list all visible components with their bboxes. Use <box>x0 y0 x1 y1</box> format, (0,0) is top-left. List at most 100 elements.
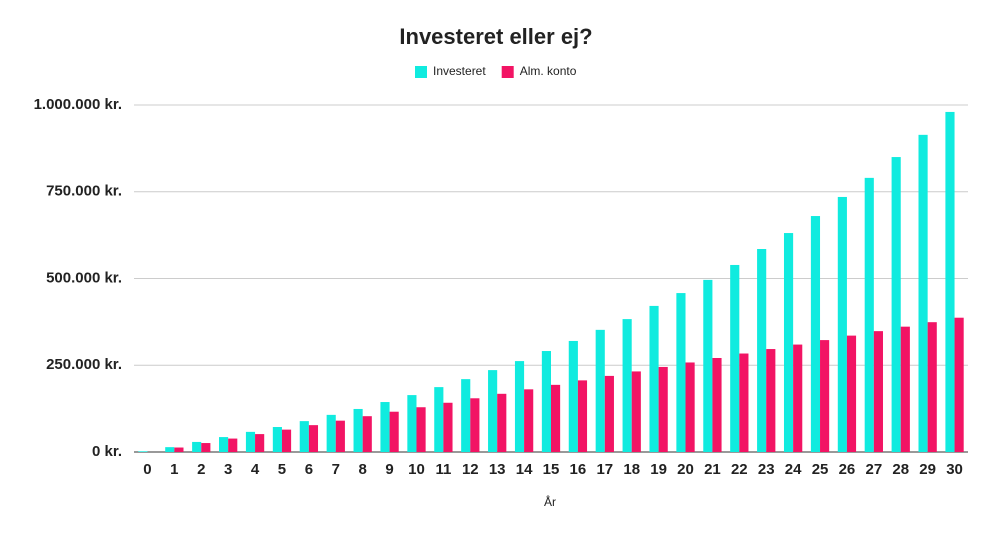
bar <box>864 177 874 452</box>
x-tick-label: 15 <box>543 461 560 478</box>
x-tick-label: 14 <box>516 461 533 478</box>
bar <box>793 344 803 452</box>
bar <box>272 427 282 452</box>
bar <box>281 429 292 452</box>
bar <box>676 293 686 452</box>
x-tick-label: 21 <box>704 461 721 478</box>
legend-swatch <box>415 66 427 78</box>
bar <box>443 402 453 452</box>
x-tick-label: 25 <box>812 461 829 478</box>
bar <box>766 349 776 452</box>
x-tick-label: 0 <box>143 461 151 478</box>
y-tick-label: 0 kr. <box>92 443 122 460</box>
bar <box>846 335 857 452</box>
bar <box>712 357 722 452</box>
bar <box>470 398 480 452</box>
x-tick-label: 22 <box>731 461 748 478</box>
bar <box>541 351 551 452</box>
y-tick-label: 250.000 kr. <box>46 356 122 373</box>
bar <box>308 425 319 452</box>
x-tick-label: 29 <box>919 461 936 478</box>
x-tick-label: 19 <box>650 461 667 478</box>
bar <box>192 441 202 452</box>
x-tick-label: 9 <box>385 461 393 478</box>
bar <box>488 370 498 452</box>
bar <box>326 414 336 452</box>
bar <box>461 379 471 452</box>
bar <box>380 402 390 452</box>
bar <box>739 353 749 452</box>
bar <box>335 420 345 452</box>
bar <box>900 326 910 452</box>
bar <box>389 411 399 452</box>
bar <box>837 196 847 452</box>
y-tick-label: 1.000.000 kr. <box>34 96 122 113</box>
x-tick-label: 8 <box>359 461 367 478</box>
x-tick-label: 1 <box>170 461 178 478</box>
y-tick-label: 500.000 kr. <box>46 269 122 286</box>
bar <box>416 407 426 452</box>
bar <box>138 451 148 452</box>
x-tick-label: 7 <box>332 461 340 478</box>
x-tick-label: 5 <box>278 461 286 478</box>
legend-swatch <box>501 66 514 78</box>
x-tick-label: 11 <box>435 461 451 478</box>
bar <box>631 371 641 452</box>
bar <box>649 305 659 452</box>
x-tick-label: 28 <box>892 461 909 478</box>
x-tick-label: 26 <box>839 461 856 478</box>
bar <box>577 380 588 452</box>
x-tick-label: 27 <box>865 461 882 478</box>
bar <box>820 340 830 452</box>
bar <box>551 384 561 452</box>
bar <box>165 447 175 452</box>
bar <box>954 317 964 452</box>
bar <box>255 434 265 452</box>
bar <box>873 331 883 452</box>
x-tick-label: 3 <box>224 461 232 478</box>
x-tick-label: 30 <box>946 461 963 478</box>
x-tick-label: 6 <box>305 461 313 478</box>
bar <box>219 437 229 452</box>
bar <box>658 366 668 452</box>
bar <box>407 395 417 452</box>
bar <box>604 375 614 452</box>
bar <box>568 340 578 452</box>
x-tick-label: 2 <box>197 461 205 478</box>
x-tick-label: 17 <box>596 461 613 478</box>
bar <box>622 319 632 452</box>
x-axis-title: År <box>544 494 556 509</box>
x-tick-label: 10 <box>408 461 425 478</box>
bar <box>730 264 740 452</box>
x-tick-label: 16 <box>570 461 587 478</box>
x-tick-label: 24 <box>785 461 802 478</box>
bar <box>891 157 901 453</box>
bar <box>228 438 238 452</box>
x-tick-label: 18 <box>623 461 640 478</box>
bar <box>757 249 767 452</box>
legend-label: Alm. konto <box>520 64 577 78</box>
bar <box>497 393 507 452</box>
bar <box>434 387 444 452</box>
bar <box>595 329 605 452</box>
x-tick-label: 20 <box>677 461 694 478</box>
bar <box>299 421 309 452</box>
bar <box>945 111 955 452</box>
bar <box>245 431 256 452</box>
bar <box>524 389 534 452</box>
bar <box>353 408 363 452</box>
bar <box>703 279 713 452</box>
bar <box>362 416 372 452</box>
x-tick-label: 23 <box>758 461 775 478</box>
bar <box>783 233 794 452</box>
x-tick-label: 4 <box>251 461 260 478</box>
chart-title: Investeret eller ej? <box>399 24 592 49</box>
legend-label: Investeret <box>433 64 486 78</box>
y-tick-label: 750.000 kr. <box>46 183 122 200</box>
bar <box>927 322 937 452</box>
bar <box>174 447 184 452</box>
bar <box>514 361 525 452</box>
bar <box>201 443 211 452</box>
bar <box>810 216 821 452</box>
